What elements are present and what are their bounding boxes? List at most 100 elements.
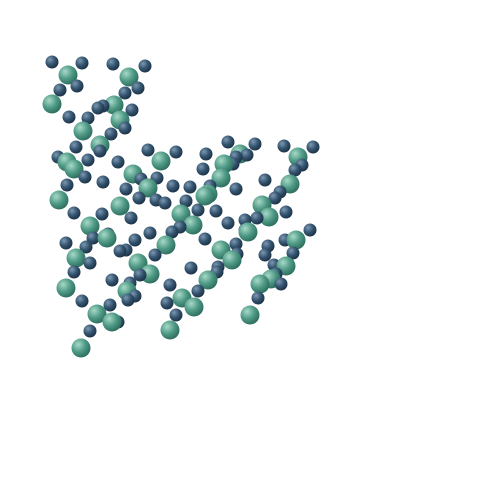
large-green-atom	[259, 207, 279, 227]
atom-layer	[42, 55, 320, 358]
large-green-atom	[119, 67, 139, 87]
small-blue-atom	[70, 79, 84, 93]
small-blue-atom	[128, 233, 142, 247]
small-blue-atom	[79, 240, 93, 254]
small-blue-atom	[279, 205, 293, 219]
small-blue-atom	[131, 81, 145, 95]
small-blue-atom	[81, 111, 95, 125]
large-green-atom	[211, 168, 231, 188]
small-blue-atom	[166, 179, 180, 193]
large-green-atom	[156, 235, 176, 255]
small-blue-atom	[118, 86, 132, 100]
small-blue-atom	[69, 140, 83, 154]
small-blue-atom	[125, 103, 139, 117]
small-blue-atom	[191, 284, 205, 298]
large-green-atom	[171, 204, 191, 224]
small-blue-atom	[160, 296, 174, 310]
small-blue-atom	[105, 273, 119, 287]
small-blue-atom	[306, 140, 320, 154]
large-green-atom	[58, 65, 78, 85]
small-blue-atom	[103, 298, 117, 312]
small-blue-atom	[113, 244, 127, 258]
large-green-atom	[286, 230, 306, 250]
small-blue-atom	[78, 170, 92, 184]
small-blue-atom	[141, 143, 155, 157]
small-blue-atom	[169, 308, 183, 322]
large-green-atom	[73, 121, 93, 141]
small-blue-atom	[258, 173, 272, 187]
small-blue-atom	[248, 137, 262, 151]
small-blue-atom	[148, 248, 162, 262]
small-blue-atom	[251, 291, 265, 305]
large-green-atom	[49, 190, 69, 210]
small-blue-atom	[60, 178, 74, 192]
small-blue-atom	[124, 211, 138, 225]
large-green-atom	[240, 305, 260, 325]
small-blue-atom	[67, 265, 81, 279]
small-blue-atom	[111, 155, 125, 169]
small-blue-atom	[169, 145, 183, 159]
small-blue-atom	[229, 182, 243, 196]
small-blue-atom	[86, 231, 100, 245]
small-blue-atom	[165, 225, 179, 239]
small-blue-atom	[274, 277, 288, 291]
small-blue-atom	[198, 232, 212, 246]
small-blue-atom	[118, 121, 132, 135]
small-blue-atom	[53, 83, 67, 97]
large-green-atom	[195, 186, 215, 206]
small-blue-atom	[179, 194, 193, 208]
small-blue-atom	[199, 147, 213, 161]
large-green-atom	[87, 304, 107, 324]
small-blue-atom	[45, 55, 59, 69]
large-green-atom	[102, 312, 122, 332]
large-green-atom	[238, 222, 258, 242]
large-green-atom	[97, 228, 117, 248]
small-blue-atom	[59, 236, 73, 250]
large-green-atom	[160, 320, 180, 340]
small-blue-atom	[96, 175, 110, 189]
small-blue-atom	[83, 256, 97, 270]
small-blue-atom	[143, 226, 157, 240]
small-blue-atom	[93, 144, 107, 158]
large-green-atom	[104, 95, 124, 115]
small-blue-atom	[163, 278, 177, 292]
large-green-atom	[110, 196, 130, 216]
small-blue-atom	[106, 57, 120, 71]
large-green-atom	[183, 215, 203, 235]
small-blue-atom	[277, 139, 291, 153]
small-blue-atom	[196, 162, 210, 176]
small-blue-atom	[258, 248, 272, 262]
small-blue-atom	[104, 127, 118, 141]
large-green-atom	[71, 338, 91, 358]
small-blue-atom	[250, 211, 264, 225]
small-blue-atom	[119, 182, 133, 196]
large-green-atom	[80, 216, 100, 236]
small-blue-atom	[184, 261, 198, 275]
small-blue-atom	[268, 191, 282, 205]
small-blue-atom	[67, 206, 81, 220]
small-blue-atom	[240, 148, 254, 162]
small-blue-atom	[62, 110, 76, 124]
small-blue-atom	[133, 268, 147, 282]
small-blue-atom	[75, 56, 89, 70]
large-green-atom	[66, 248, 86, 268]
small-blue-atom	[209, 204, 223, 218]
small-blue-atom	[95, 207, 109, 221]
large-green-atom	[42, 94, 62, 114]
small-blue-atom	[83, 324, 97, 338]
large-green-atom	[151, 151, 171, 171]
small-blue-atom	[286, 246, 300, 260]
large-green-atom	[184, 297, 204, 317]
small-blue-atom	[121, 293, 135, 307]
small-blue-atom	[183, 180, 197, 194]
large-green-atom	[250, 274, 270, 294]
small-blue-atom	[229, 237, 243, 251]
large-green-atom	[56, 278, 76, 298]
small-blue-atom	[75, 294, 89, 308]
small-blue-atom	[91, 101, 105, 115]
small-blue-atom	[138, 59, 152, 73]
small-blue-atom	[303, 223, 317, 237]
small-blue-atom	[191, 203, 205, 217]
